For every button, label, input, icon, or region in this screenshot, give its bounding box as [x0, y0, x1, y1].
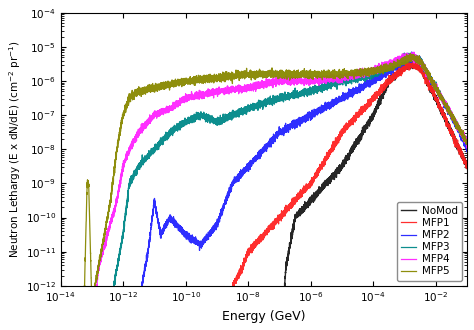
Line: MFP1: MFP1	[225, 59, 467, 330]
Line: NoMod: NoMod	[281, 60, 467, 330]
MFP4	[205, 90, 210, 94]
NoMod	[359, 133, 365, 137]
MFP4	[464, 142, 470, 146]
MFP1	[381, 83, 386, 87]
Line: MFP5: MFP5	[83, 53, 467, 330]
MFP1	[316, 167, 322, 171]
NoMod	[316, 191, 322, 195]
NoMod	[298, 208, 304, 212]
MFP3	[381, 69, 386, 73]
NoMod	[464, 163, 470, 167]
MFP5	[359, 73, 365, 77]
Line: MFP4: MFP4	[93, 52, 467, 330]
MFP3	[298, 93, 304, 97]
MFP4	[359, 71, 365, 75]
MFP4	[381, 62, 386, 66]
MFP2	[359, 86, 365, 90]
MFP2	[316, 108, 322, 112]
MFP4	[298, 77, 304, 81]
MFP2	[205, 236, 210, 240]
Legend: NoMod, MFP1, MFP2, MFP3, MFP4, MFP5: NoMod, MFP1, MFP2, MFP3, MFP4, MFP5	[397, 202, 462, 280]
MFP5	[464, 140, 470, 144]
MFP3	[316, 85, 322, 89]
MFP5	[381, 65, 386, 69]
NoMod	[381, 91, 386, 95]
Line: MFP3: MFP3	[101, 53, 467, 330]
MFP2	[381, 72, 386, 76]
MFP1	[359, 106, 365, 110]
X-axis label: Energy (GeV): Energy (GeV)	[222, 310, 306, 323]
MFP2	[464, 149, 470, 153]
MFP1	[464, 165, 470, 169]
MFP3	[205, 113, 210, 117]
MFP5	[316, 69, 322, 73]
Y-axis label: Neutron Lethargy (E x dN/dE) (cm$^{-2}$ pr$^{-1}$): Neutron Lethargy (E x dN/dE) (cm$^{-2}$ …	[7, 41, 23, 258]
MFP3	[359, 76, 365, 80]
Line: MFP2: MFP2	[132, 52, 467, 330]
MFP2	[298, 118, 304, 122]
MFP1	[298, 193, 304, 197]
MFP5	[205, 77, 210, 81]
MFP4	[316, 80, 322, 84]
MFP5	[298, 74, 304, 78]
MFP3	[464, 141, 470, 145]
